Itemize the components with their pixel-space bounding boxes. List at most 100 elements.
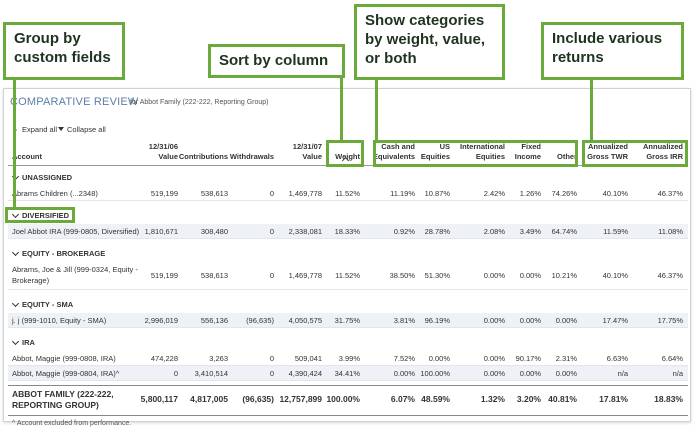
cell-value: 74.26% xyxy=(551,188,577,198)
connector xyxy=(340,78,343,140)
cell-value: 0 xyxy=(269,368,274,378)
cell-value: 3.20% xyxy=(516,394,541,404)
cell-value: 100.00% xyxy=(326,394,360,404)
cell-value: n/a xyxy=(617,368,628,378)
cell-value: 4,390,424 xyxy=(288,368,322,378)
total-rule xyxy=(8,385,688,386)
cell-value: 3,410,514 xyxy=(194,368,228,378)
callout-text: or both xyxy=(365,50,417,67)
callout: Include various returns xyxy=(541,22,684,80)
highlight-box xyxy=(582,140,688,167)
cell-value: 11.08% xyxy=(658,226,683,236)
collapse-icon xyxy=(58,127,64,131)
cell-value: 100.00% xyxy=(420,368,450,378)
cell-value: 0.00% xyxy=(393,368,415,378)
column-header: Contributions xyxy=(178,152,228,161)
callout-text: Group by xyxy=(14,30,81,47)
cell-value: 0.00% xyxy=(428,353,450,363)
cell-value: 0.00% xyxy=(555,315,577,325)
cell-value: 0.92% xyxy=(393,226,415,236)
group-name[interactable]: EQUITY - BROKERAGE xyxy=(22,249,106,258)
cell-value: 519,199 xyxy=(150,271,178,280)
cell-value: 0.00% xyxy=(483,368,505,378)
cell-value: 1.26% xyxy=(519,188,541,198)
cell-value: 11.52% xyxy=(335,188,360,198)
account-name: Joel Abbot IRA (999-0805, Diversified) xyxy=(12,227,140,236)
cell-value: 17.81% xyxy=(599,394,628,404)
cell-value: 1,469,778 xyxy=(288,271,322,280)
expand-all[interactable]: Expand all xyxy=(22,125,58,134)
cell-value: 538,613 xyxy=(200,188,228,198)
group-name[interactable]: IRA xyxy=(22,338,35,347)
highlight-box xyxy=(5,207,75,223)
row-bg xyxy=(8,313,688,328)
cell-value: 40.81% xyxy=(548,394,577,404)
account-name: ABBOT FAMILY (222-222, xyxy=(12,389,114,399)
cell-value: 96.19% xyxy=(424,315,450,325)
cell-value: 51.30% xyxy=(424,271,450,280)
account-name: Abbot, Maggie (999-0804, IRA)^ xyxy=(12,369,120,378)
cell-value: 0 xyxy=(173,368,178,378)
report-subtitle: for Abbot Family (222-222, Reporting Gro… xyxy=(130,99,269,106)
column-header: Value xyxy=(158,152,178,161)
column-header: Gross TWR xyxy=(587,152,628,161)
cell-value: 17.47% xyxy=(602,315,628,325)
cell-value: (96,635) xyxy=(242,394,274,404)
cell-value: 0.00% xyxy=(483,315,505,325)
group-name[interactable]: DIVERSIFIED xyxy=(22,211,70,220)
column-header: Equities xyxy=(475,152,505,161)
cell-value: 0.00% xyxy=(519,315,541,325)
row-bg xyxy=(8,186,688,201)
account-name: j. j (999-1010, Equity - SMA) xyxy=(12,316,107,325)
column-header: Fixed xyxy=(521,142,541,151)
footnote: ^ Account excluded from performance. xyxy=(12,420,132,427)
column-header: Gross IRR xyxy=(646,152,683,161)
account-name: Abrams Children (...2348) xyxy=(12,189,98,198)
group-name[interactable]: UNASSIGNED xyxy=(22,173,73,182)
callout-text: Include various xyxy=(552,30,663,47)
cell-value: 18.83% xyxy=(654,394,683,404)
cell-value: 90.17% xyxy=(515,353,541,363)
cell-value: 6.64% xyxy=(661,353,683,363)
column-header[interactable]: Weight xyxy=(335,152,360,161)
column-header: Equivalents xyxy=(372,152,415,161)
column-header: 12/31/06 xyxy=(148,142,178,151)
cell-value: 2,338,081 xyxy=(288,226,322,236)
cell-value: 2.42% xyxy=(483,188,505,198)
cell-value: 0.00% xyxy=(483,353,505,363)
cell-value: 6.07% xyxy=(390,394,415,404)
highlight-box xyxy=(326,140,364,167)
cell-value: 38.50% xyxy=(389,271,415,280)
callout-text: Sort by column xyxy=(219,52,329,69)
cell-value: 64.74% xyxy=(551,226,577,236)
cell-value: 10.21% xyxy=(551,271,577,280)
column-header: Withdrawals xyxy=(229,152,274,161)
cell-value: 10.87% xyxy=(424,188,450,198)
cell-value: 0.00% xyxy=(555,368,577,378)
cell-value: 40.10% xyxy=(602,188,628,198)
cell-value: n/a xyxy=(672,368,683,378)
total-rule xyxy=(8,415,688,416)
column-header: Income xyxy=(514,152,541,161)
column-header: Annualized xyxy=(587,142,628,151)
cell-value: 1.32% xyxy=(480,394,505,404)
cell-value: 519,199 xyxy=(150,188,178,198)
cell-value: 11.52% xyxy=(335,271,360,280)
account-name: Abrams, Joe & Jill (999-0324, Equity - xyxy=(12,265,138,274)
cell-value: 0.00% xyxy=(519,271,541,280)
cell-value: 0.00% xyxy=(519,368,541,378)
cell-value: 0 xyxy=(269,353,274,363)
connector xyxy=(375,80,378,140)
cell-value: 0 xyxy=(269,226,274,236)
cell-value: 11.19% xyxy=(390,188,415,198)
callout-text: by weight, value, xyxy=(365,31,486,48)
report-title: COMPARATIVE REVIEW xyxy=(10,96,139,108)
cell-value: 46.37% xyxy=(657,188,683,198)
column-header: 12/31/07 xyxy=(292,142,322,151)
column-header: Annualized xyxy=(642,142,683,151)
cell-value: 17.75% xyxy=(657,315,683,325)
collapse-all[interactable]: Collapse all xyxy=(67,125,106,134)
group-name[interactable]: EQUITY - SMA xyxy=(22,300,74,309)
cell-value: 0 xyxy=(269,188,274,198)
